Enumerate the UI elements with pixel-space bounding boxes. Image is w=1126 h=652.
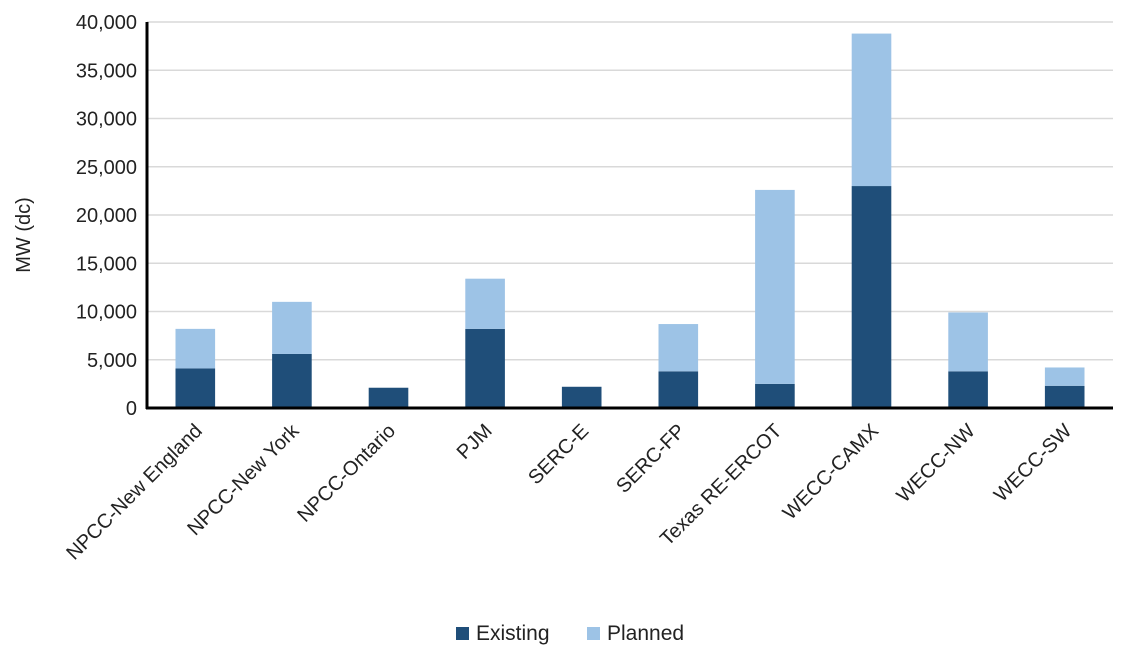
bar-planned — [1044, 367, 1085, 386]
bar-existing — [658, 371, 699, 408]
y-tick-label: 0 — [126, 398, 137, 420]
x-category-label: PJM — [453, 420, 497, 464]
axes — [145, 22, 1113, 410]
y-tick-label: 40,000 — [76, 12, 137, 34]
bars — [175, 33, 1085, 408]
bar-planned — [272, 301, 312, 354]
bar-existing — [755, 383, 795, 408]
legend-swatch-existing — [456, 627, 469, 640]
legend-swatch-planned — [587, 627, 600, 640]
y-tick-label: 15,000 — [76, 253, 137, 275]
y-tick-label: 30,000 — [76, 109, 137, 131]
bar-planned — [465, 278, 505, 329]
y-axis-ticks: 0 5,000 10,000 15,000 20,000 25,000 30,000 35,0… — [76, 12, 137, 420]
y-tick-label: 10,000 — [76, 302, 137, 324]
bar-existing — [948, 371, 988, 408]
legend-label-planned: Planned — [607, 622, 684, 645]
x-category-label: WECC-NW — [893, 420, 980, 507]
bar-existing — [272, 353, 312, 408]
y-tick-label: 25,000 — [76, 157, 137, 179]
bar-existing — [368, 387, 409, 408]
x-category-label: WECC-CAMX — [779, 420, 883, 524]
x-category-label: SERC-E — [524, 420, 593, 489]
bar-planned — [851, 33, 892, 187]
x-category-label: WECC-SW — [990, 420, 1076, 506]
bar-existing — [465, 328, 505, 408]
y-tick-label: 20,000 — [76, 205, 137, 227]
y-tick-label: 35,000 — [76, 60, 137, 82]
legend-label-existing: Existing — [476, 622, 550, 645]
x-category-label: NPCC-Ontario — [293, 420, 400, 527]
y-axis-title: MW (dc) — [13, 197, 35, 273]
bar-planned — [175, 328, 216, 369]
bar-existing — [1044, 385, 1085, 408]
y-tick-label: 5,000 — [87, 350, 137, 372]
bar-planned — [755, 189, 795, 384]
x-category-label: SERC-FP — [612, 420, 690, 498]
bar-existing — [851, 186, 892, 408]
x-category-label: NPCC-New England — [62, 420, 206, 564]
bar-existing — [561, 386, 602, 408]
bar-existing — [175, 368, 216, 408]
legend: Existing Planned — [456, 622, 684, 645]
bar-planned — [948, 312, 988, 372]
bar-planned — [658, 324, 699, 372]
